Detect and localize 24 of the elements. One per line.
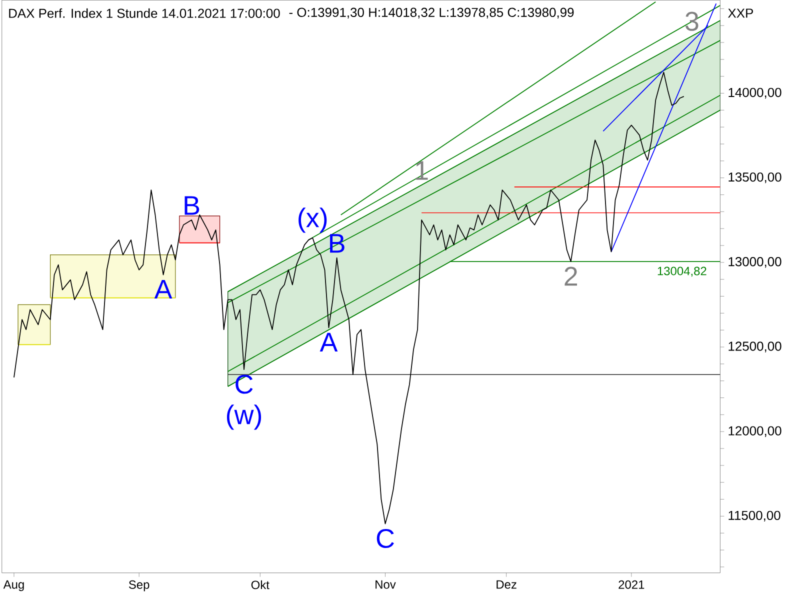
- x-tick-label: Sep: [128, 580, 150, 592]
- annotation: A: [154, 280, 172, 299]
- annotation: B: [184, 196, 200, 215]
- y-tick-label: 11500,00: [728, 510, 780, 522]
- x-tick-label: Aug: [3, 580, 24, 592]
- annotation: 13004,82: [658, 266, 706, 277]
- annotation: A: [320, 332, 338, 352]
- x-tick-label: Dez: [496, 580, 516, 589]
- annotation: C: [236, 374, 253, 394]
- x-tick-label: Nov: [376, 580, 396, 589]
- x-tick-label: Okt: [251, 580, 270, 590]
- x-tick-label: 2021: [618, 580, 644, 589]
- y-axis-title: XXP: [728, 8, 753, 18]
- annotation: C: [376, 529, 394, 548]
- annotation: (w): [226, 404, 262, 430]
- text: - O:13991,30 H:14018,32 L:13978,85 C:13980,99: [289, 8, 574, 19]
- text: DAX Perf. Index 1 Stunde 14.01.2021 17:00:00: [9, 8, 280, 18]
- y-tick-label: 12000,00: [728, 426, 782, 438]
- y-tick-label: 14000,00: [728, 88, 782, 99]
- y-tick-label: 12500,00: [728, 342, 782, 352]
- annotation: 2: [564, 266, 578, 286]
- y-tick-label: 13500,00: [728, 172, 782, 184]
- annotation: (x): [298, 208, 327, 233]
- y-tick-label: 13000,00: [728, 257, 782, 268]
